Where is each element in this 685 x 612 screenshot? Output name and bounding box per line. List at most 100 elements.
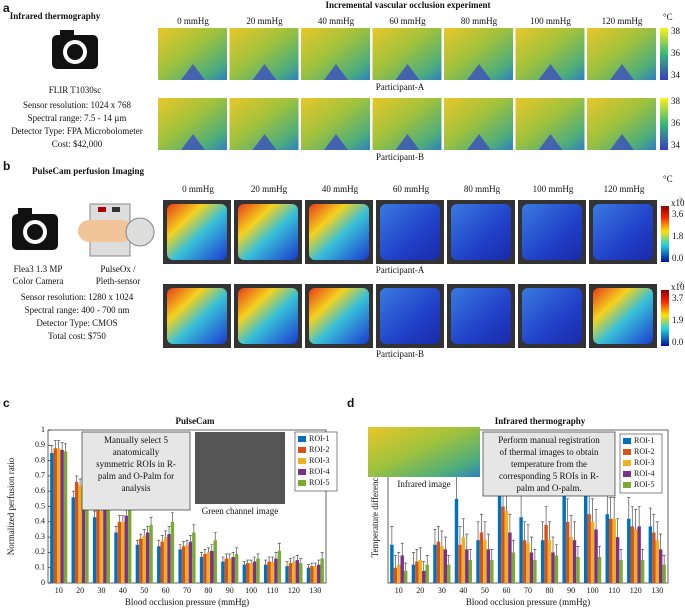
bar (565, 521, 570, 583)
bar (181, 546, 186, 583)
annotation-line: analysis (122, 483, 151, 493)
error-bar (157, 539, 161, 547)
error-bar (554, 544, 558, 556)
bar (270, 561, 275, 583)
colorbar (661, 290, 669, 346)
error-bar (121, 515, 125, 522)
participant-label: Participant-B (376, 349, 424, 359)
hand-gap (538, 134, 563, 150)
bar (192, 532, 196, 583)
error-bar (271, 556, 275, 562)
bar (317, 564, 321, 583)
x-tick-label: 60 (162, 586, 170, 595)
pressure-label: 60 mmHg (389, 16, 426, 26)
bar (160, 541, 164, 583)
inset-image (195, 432, 285, 504)
bar (249, 563, 253, 583)
bar (562, 488, 566, 583)
x-tick-label: 100 (245, 586, 257, 595)
error-bar (415, 549, 419, 562)
x-tick-label: 30 (97, 586, 105, 595)
error-bar (200, 552, 204, 557)
bar (633, 529, 638, 583)
colorbar-tick: 36 (671, 48, 681, 58)
error-bar (149, 516, 153, 525)
chart-title: PulseCam (176, 416, 216, 426)
bar (285, 566, 289, 583)
perfusion-image (238, 288, 298, 344)
x-tick-label: 110 (267, 586, 279, 595)
error-bar (50, 445, 54, 453)
bar (221, 561, 225, 583)
bar (256, 558, 260, 583)
error-bar (533, 549, 537, 561)
error-bar (295, 555, 299, 561)
error-bar (221, 556, 225, 562)
bar (511, 552, 516, 583)
pressure-label: 20 mmHg (246, 16, 283, 26)
bar (479, 532, 484, 583)
bar (547, 540, 552, 583)
bar (608, 518, 613, 583)
perfusion-image (522, 204, 582, 260)
colorbar-scale: x10 (671, 198, 685, 208)
bar (658, 549, 663, 583)
camera-icon (12, 208, 58, 250)
pulse-sensor-icon (78, 203, 155, 257)
hand-gap (610, 64, 634, 80)
x-tick-label: 110 (608, 586, 620, 595)
hand-gap (252, 64, 277, 80)
bar (63, 451, 68, 583)
error-bar (566, 498, 570, 522)
error-bar (619, 549, 623, 561)
error-bar (320, 552, 324, 559)
error-bar (465, 533, 469, 550)
bar (50, 452, 54, 583)
colorbar-tick: 36 (671, 118, 681, 128)
y-tick-label: 0.6 (35, 486, 45, 495)
bar (597, 556, 602, 583)
error-bar (616, 518, 620, 538)
annotation-line: Perform manual registration (498, 435, 600, 445)
colorbar-exponent: -3 (677, 197, 682, 203)
annotation-line: Manually select 5 (104, 435, 168, 445)
camera-icon (52, 30, 98, 69)
colorbar-tick: 38 (671, 26, 681, 36)
pressure-label: 20 mmHg (251, 184, 288, 194)
legend-swatch (623, 460, 631, 466)
error-bar (458, 526, 462, 545)
bar (310, 566, 314, 583)
annotation-line: anatomically (113, 447, 160, 457)
bar (103, 506, 107, 583)
bar (637, 526, 641, 583)
bar (576, 556, 580, 583)
bar (508, 532, 512, 583)
y-tick-label: 0.2 (35, 547, 45, 556)
legend-label: ROI-4 (309, 467, 329, 476)
x-tick-label: 120 (630, 586, 642, 595)
bar (627, 518, 631, 583)
error-bar (192, 524, 196, 533)
hand-gap (467, 134, 491, 150)
error-bar (264, 559, 268, 565)
legend-swatch (298, 480, 306, 486)
unit-label: °C (663, 174, 673, 184)
chart-title: Infrared thermography (495, 416, 586, 426)
bar (418, 560, 423, 583)
error-bar (57, 440, 61, 449)
bar (96, 509, 100, 583)
error-bar (400, 542, 404, 556)
bar (411, 564, 416, 583)
error-bar (242, 561, 246, 565)
error-bar (64, 443, 68, 452)
bar (78, 485, 82, 583)
error-bar (447, 555, 451, 565)
error-bar (249, 559, 253, 564)
pressure-label: 120 mmHg (602, 16, 643, 26)
bar (163, 537, 168, 583)
perfusion-image (593, 288, 653, 344)
bar (185, 544, 189, 583)
error-bar (641, 549, 645, 561)
error-bar (313, 562, 317, 567)
error-bar (422, 561, 426, 571)
